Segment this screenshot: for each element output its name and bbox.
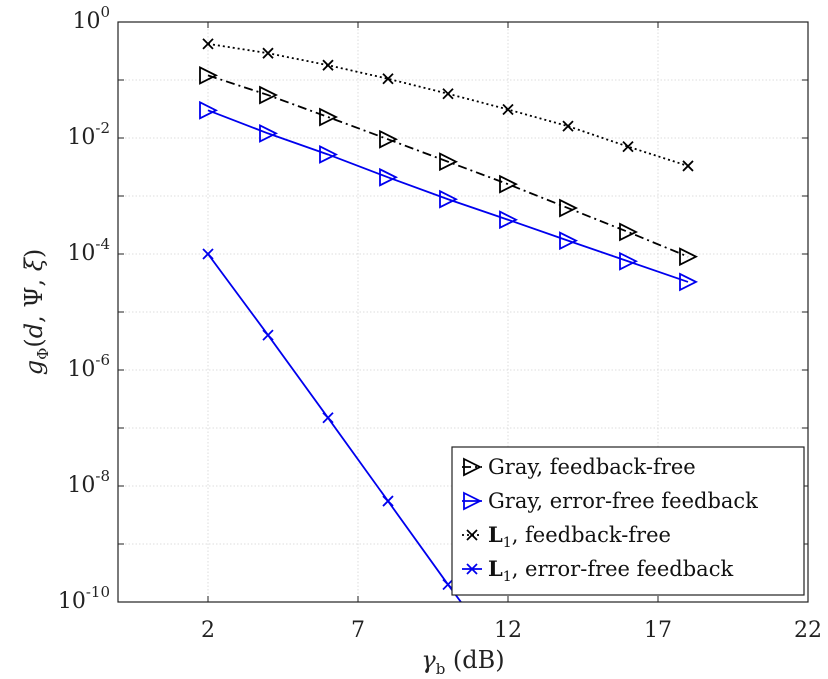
y-tick-label: 10-10: [58, 583, 110, 614]
data-point: [199, 100, 219, 120]
data-point: [322, 59, 334, 71]
data-point: [379, 129, 399, 149]
data-point: [319, 107, 339, 127]
y-tick-label: 100: [72, 3, 110, 34]
legend-item: L1, error-free feedback: [462, 556, 733, 585]
data-point: [319, 145, 339, 164]
x-tick-label: 22: [794, 618, 822, 643]
data-point: [382, 495, 394, 507]
legend-marker: [466, 563, 478, 575]
series-line: [207, 109, 689, 283]
data-point: [322, 412, 334, 424]
x-tick-label: 7: [351, 618, 365, 643]
legend-label: L1, feedback-free: [488, 522, 671, 551]
x-tick-label: 17: [644, 618, 672, 643]
series-layer: [199, 38, 699, 602]
data-point: [622, 140, 634, 153]
data-point: [502, 103, 514, 116]
x-tick-label: 2: [201, 618, 215, 643]
data-point: [619, 251, 639, 271]
x-axis-label: γb (dB): [421, 646, 504, 678]
data-point: [682, 160, 694, 172]
legend-item: Gray, feedback-free: [462, 455, 696, 479]
legend-box: [451, 446, 805, 596]
data-point: [562, 120, 574, 132]
data-point: [382, 73, 394, 85]
ticks: 2 7 12 17 22 100 10-2 10-4 10-6 10-8 10-10: [58, 3, 822, 643]
y-tick-label: 10-2: [67, 119, 110, 150]
y-tick-label: 10-8: [67, 467, 110, 498]
y-axis-label: gΦ(d, Ψ, ξ): [20, 249, 52, 376]
legend-item: Gray, error-free feedback: [462, 489, 758, 513]
data-point: [559, 231, 579, 251]
legend-label: Gray, feedback-free: [488, 455, 696, 479]
legend-label: L1, error-free feedback: [488, 556, 733, 585]
data-point: [259, 85, 279, 105]
y-tick-label: 10-6: [67, 351, 110, 382]
data-point: [262, 329, 274, 341]
legend-marker: [463, 457, 483, 477]
data-point: [619, 222, 639, 242]
legend-label: Gray, error-free feedback: [488, 489, 758, 513]
series-3: [202, 38, 694, 172]
legend-marker: [466, 529, 478, 541]
data-point: [559, 198, 579, 218]
legend-item: L1, feedback-free: [462, 522, 671, 551]
data-point: [199, 65, 219, 85]
data-point: [262, 47, 274, 59]
data-point: [202, 248, 214, 260]
legend: Gray, feedback-free Gray, error-free feed…: [451, 446, 805, 596]
data-point: [679, 272, 699, 292]
data-point: [439, 189, 459, 209]
data-point: [379, 167, 399, 187]
y-tick-label: 10-4: [67, 235, 110, 266]
series-2: [199, 100, 699, 292]
data-point: [259, 123, 279, 143]
series-line: [207, 74, 689, 258]
legend-marker: [463, 491, 483, 511]
series-1: [199, 65, 699, 267]
x-tick-label: 12: [494, 618, 522, 643]
data-point: [679, 247, 699, 267]
data-point: [499, 174, 519, 194]
data-point: [442, 88, 454, 100]
data-point: [202, 38, 214, 50]
data-point: [439, 152, 459, 172]
data-point: [442, 578, 454, 591]
data-point: [499, 210, 519, 230]
